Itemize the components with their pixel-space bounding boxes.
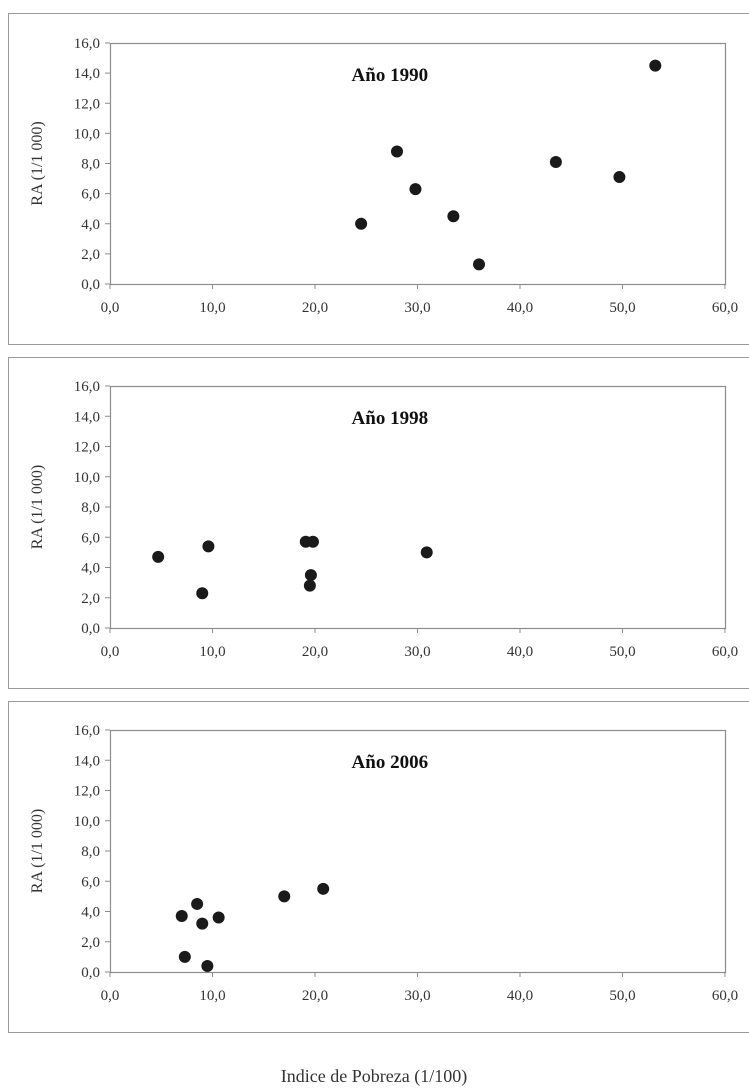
x-tick-label: 40,0 — [507, 644, 533, 660]
data-point — [409, 183, 422, 196]
x-tick-label: 60,0 — [712, 644, 738, 660]
y-tick-label: 10,0 — [74, 470, 100, 486]
data-point — [152, 550, 165, 563]
x-tick-label: 30,0 — [404, 644, 430, 660]
y-tick-label: 0,0 — [81, 277, 100, 293]
data-point — [649, 59, 662, 72]
data-point — [212, 911, 225, 924]
y-tick-label: 2,0 — [81, 935, 100, 951]
y-tick-label: 0,0 — [81, 621, 100, 637]
chart-panel-2: 0,0 2,0 4,0 6,0 8,0 10,0 12,0 14,0 16,0 0,0 10,0 20… — [8, 357, 749, 689]
x-tick-label: 40,0 — [507, 300, 533, 316]
y-tick-label: 14,0 — [74, 753, 100, 769]
x-tick-label: 20,0 — [302, 300, 328, 316]
y-tick-label: 2,0 — [81, 247, 100, 263]
y-tick-label: 6,0 — [81, 187, 100, 203]
data-point — [447, 210, 460, 223]
x-tick-label: 10,0 — [199, 300, 225, 316]
chart-title: Año 2006 — [352, 752, 429, 773]
data-point — [306, 535, 319, 548]
panel-frame — [8, 357, 749, 689]
panel-frame — [8, 13, 749, 345]
data-point — [202, 540, 215, 553]
data-point — [420, 546, 433, 559]
x-tick-label: 50,0 — [609, 300, 635, 316]
data-point — [473, 258, 485, 271]
y-tick-label: 4,0 — [81, 905, 100, 921]
x-tick-label: 30,0 — [404, 988, 430, 1004]
y-tick-label: 8,0 — [81, 157, 100, 173]
x-tick-label: 0,0 — [101, 988, 120, 1004]
y-tick-label: 8,0 — [81, 844, 100, 860]
chart-panel-1: 0,0 2,0 4,0 6,0 8,0 10,0 12,0 14,0 16,0 0,0 10,0 20… — [8, 13, 749, 345]
y-tick-label: 14,0 — [74, 66, 100, 82]
x-tick-label: 0,0 — [101, 644, 120, 660]
x-tick-label: 0,0 — [101, 300, 120, 316]
y-tick-label: 4,0 — [81, 217, 100, 233]
chart-panel-3: 0,0 2,0 4,0 6,0 8,0 10,0 12,0 14,0 16,0 0,0 10,0 20… — [8, 701, 749, 1033]
y-tick-label: 0,0 — [81, 965, 100, 981]
y-axis-label: RA (1/1 000) — [29, 465, 46, 549]
data-point — [278, 890, 291, 903]
x-tick-label: 40,0 — [507, 988, 533, 1004]
data-point — [178, 950, 191, 963]
chart-title: Año 1990 — [352, 65, 429, 86]
x-axis-label: Indice de Pobreza (1/100) — [281, 1066, 467, 1087]
data-point — [391, 145, 403, 158]
y-axis-label: RA (1/1 000) — [29, 809, 46, 893]
y-tick-label: 10,0 — [74, 814, 100, 830]
x-tick-label: 60,0 — [712, 988, 738, 1004]
y-tick-label: 16,0 — [74, 379, 100, 395]
y-axis-label: RA (1/1 000) — [29, 121, 46, 205]
y-tick-label: 4,0 — [81, 561, 100, 577]
data-point — [191, 897, 204, 910]
y-tick-label: 16,0 — [74, 723, 100, 739]
data-point — [613, 171, 626, 184]
y-tick-label: 10,0 — [74, 126, 100, 142]
data-point — [175, 910, 188, 923]
data-point — [196, 587, 209, 600]
x-tick-label: 50,0 — [609, 644, 635, 660]
y-tick-label: 6,0 — [81, 530, 100, 546]
panel-frame — [8, 701, 749, 1033]
data-point — [201, 959, 214, 972]
chart-title: Año 1998 — [352, 408, 429, 429]
y-tick-label: 8,0 — [81, 500, 100, 516]
data-point — [196, 917, 209, 930]
data-point — [355, 217, 368, 230]
y-tick-label: 12,0 — [74, 784, 100, 800]
y-tick-label: 14,0 — [74, 409, 100, 425]
x-tick-label: 50,0 — [609, 988, 635, 1004]
y-tick-label: 16,0 — [74, 36, 100, 52]
x-tick-label: 10,0 — [199, 644, 225, 660]
y-tick-label: 12,0 — [74, 96, 100, 112]
data-point — [304, 569, 317, 582]
x-tick-label: 60,0 — [712, 300, 738, 316]
y-tick-label: 2,0 — [81, 591, 100, 607]
x-tick-label: 20,0 — [302, 988, 328, 1004]
y-tick-label: 6,0 — [81, 874, 100, 890]
data-point — [549, 155, 562, 168]
y-tick-label: 12,0 — [74, 440, 100, 456]
x-tick-label: 20,0 — [302, 644, 328, 660]
x-tick-label: 10,0 — [199, 988, 225, 1004]
data-point — [303, 579, 316, 592]
data-point — [317, 882, 330, 895]
x-tick-label: 30,0 — [404, 300, 430, 316]
